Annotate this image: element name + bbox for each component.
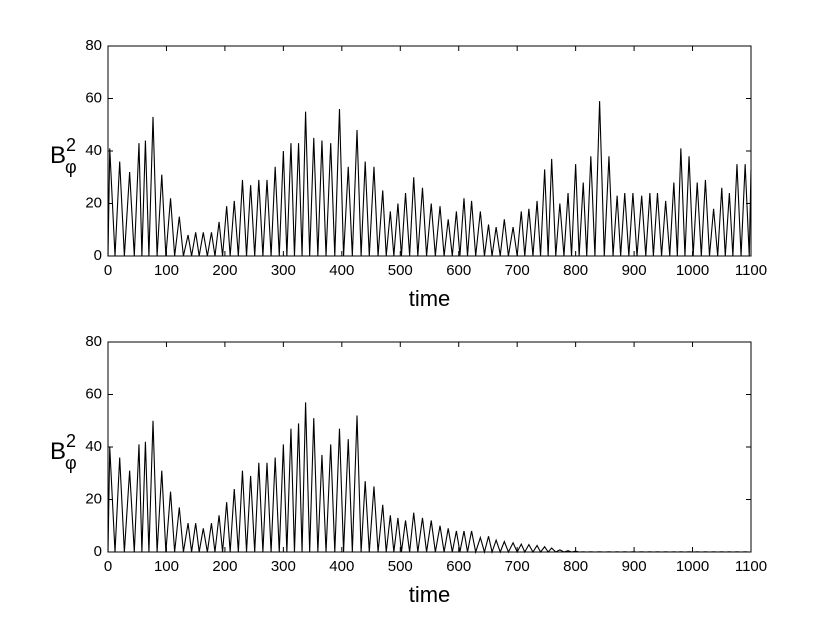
y-axis-label-sup: 2 <box>66 431 76 451</box>
y-tick-label: 20 <box>85 490 102 507</box>
y-axis-label-sup: 2 <box>66 135 76 155</box>
y-tick-label: 40 <box>85 438 102 455</box>
y-axis-label-base: B <box>50 142 66 169</box>
x-tick-label: 600 <box>446 558 471 575</box>
y-tick-label: 20 <box>85 194 102 211</box>
x-tick-label: 300 <box>271 262 296 279</box>
x-tick-label: 500 <box>388 558 413 575</box>
data-line <box>107 402 751 555</box>
x-axis-label: time <box>409 286 451 311</box>
x-tick-label: 1000 <box>676 262 709 279</box>
y-tick-label: 0 <box>94 543 102 560</box>
x-tick-label: 900 <box>622 558 647 575</box>
y-axis-label-base: B <box>50 438 66 465</box>
x-tick-label: 1100 <box>735 262 767 279</box>
x-tick-label: 200 <box>212 558 237 575</box>
axes-frame <box>107 341 752 553</box>
y-axis-label-sub: φ <box>65 453 77 473</box>
y-tick-label: 80 <box>85 333 102 350</box>
x-tick-label: 1000 <box>676 558 709 575</box>
y-tick-label: 80 <box>85 37 102 54</box>
x-tick-label: 300 <box>271 558 296 575</box>
x-tick-label: 400 <box>329 558 354 575</box>
x-tick-label: 200 <box>212 262 237 279</box>
y-tick-label: 0 <box>94 247 102 264</box>
y-tick-label: 40 <box>85 142 102 159</box>
y-axis-label: B2 φ <box>50 135 77 177</box>
x-tick-label: 0 <box>104 262 112 279</box>
x-tick-label: 700 <box>505 262 530 279</box>
x-tick-label: 400 <box>329 262 354 279</box>
x-tick-label: 500 <box>388 262 413 279</box>
y-tick-label: 60 <box>85 89 102 106</box>
x-tick-label: 600 <box>446 262 471 279</box>
y-axis-label: B2 φ <box>50 431 77 473</box>
x-tick-label: 100 <box>154 262 179 279</box>
x-tick-label: 800 <box>563 262 588 279</box>
x-tick-label: 900 <box>622 262 647 279</box>
data-line <box>107 101 752 257</box>
x-axis-label: time <box>409 582 451 607</box>
y-tick-label: 60 <box>85 385 102 402</box>
x-tick-label: 100 <box>154 558 179 575</box>
x-tick-label: 700 <box>505 558 530 575</box>
x-tick-label: 0 <box>104 558 112 575</box>
x-tick-label: 1100 <box>735 558 767 575</box>
x-tick-label: 800 <box>563 558 588 575</box>
y-axis-label-sub: φ <box>65 157 77 177</box>
